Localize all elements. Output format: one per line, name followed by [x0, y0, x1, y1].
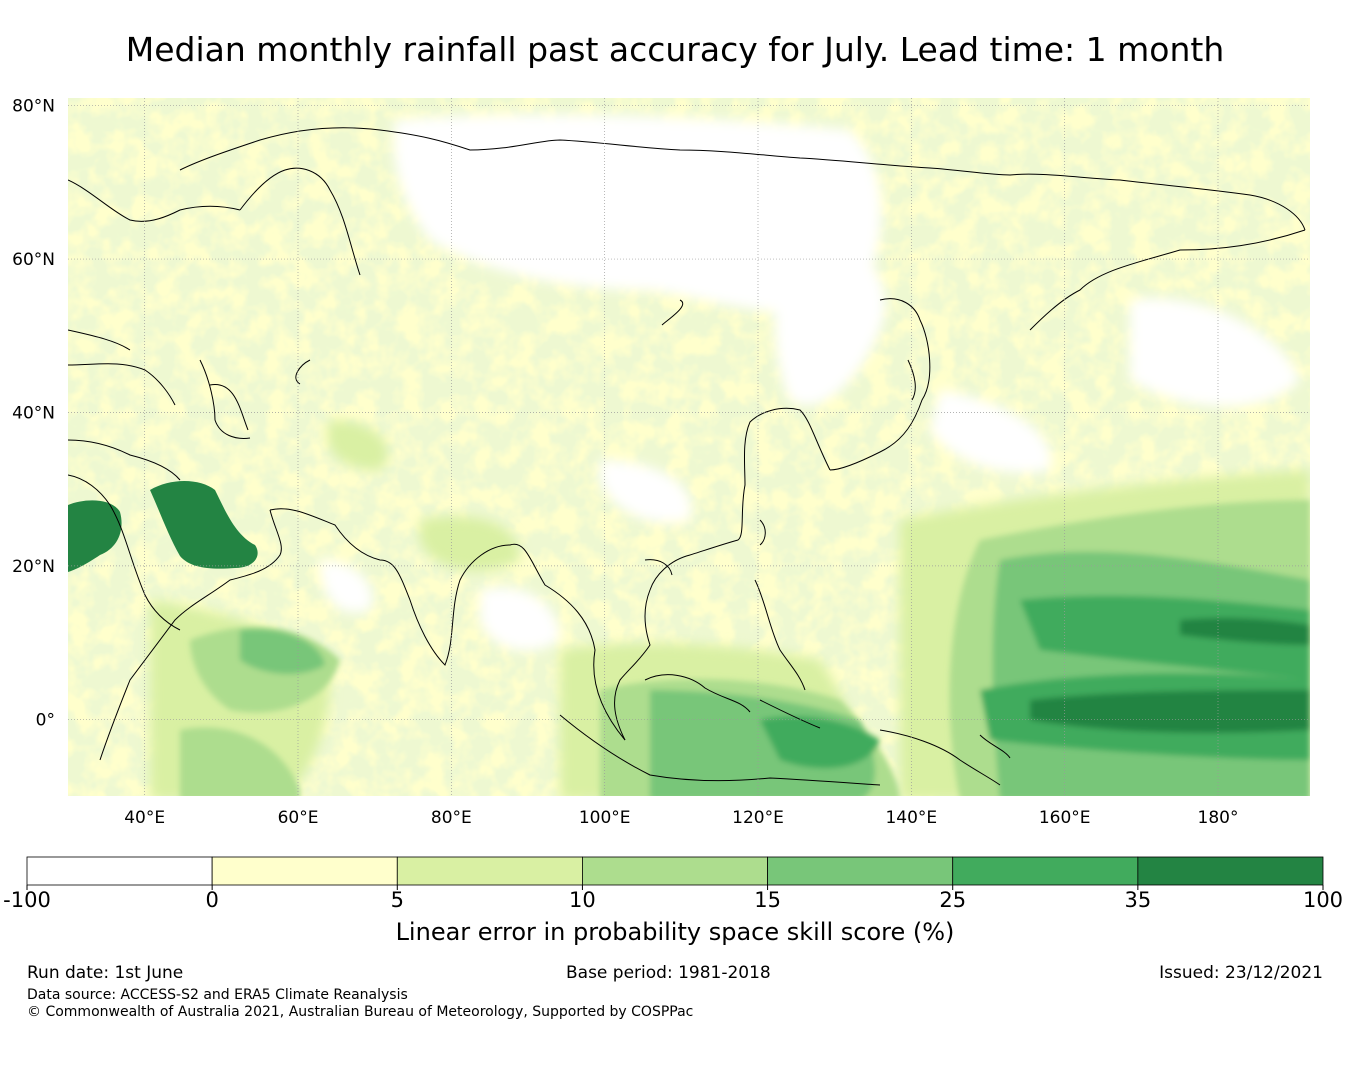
lat-tick-labels: 80°N 60°N 40°N 20°N 0° — [12, 97, 55, 731]
colorbar-segment — [211, 856, 398, 886]
coastlines — [68, 127, 1306, 786]
lon-tick-label: 40°E — [124, 808, 165, 828]
lon-tick-label: 120°E — [732, 808, 784, 828]
colorbar-tick-labels: -100 0 5 10 15 25 35 100 — [3, 885, 1343, 912]
lon-tick-label: 160°E — [1039, 808, 1091, 828]
colorbar-tick-label: 35 — [1124, 888, 1151, 912]
lon-tick-label: 100°E — [579, 808, 631, 828]
colorbar-tick-label: 0 — [205, 888, 218, 912]
colorbar-tick-label: 15 — [754, 888, 781, 912]
colorbar-segment — [767, 856, 954, 886]
lon-tick-label: 140°E — [885, 808, 937, 828]
issued-date: Issued: 23/12/2021 — [1159, 963, 1323, 983]
colorbar-tick-label: 5 — [391, 888, 404, 912]
lon-tick-label: 180° — [1198, 808, 1239, 828]
colorbar-tick-label: 10 — [569, 888, 596, 912]
colorbar-segment — [396, 856, 583, 886]
colorbar-tick-label: -100 — [3, 888, 51, 912]
colorbar-segment — [1137, 856, 1324, 886]
lat-tick-label: 60°N — [12, 250, 55, 270]
map-area — [68, 98, 1310, 796]
colorbar-segment — [582, 856, 768, 886]
high-skill-arabia — [68, 481, 258, 572]
lat-tick-label: 0° — [36, 710, 55, 730]
good-skill-regions — [180, 500, 1310, 796]
map-title: Median monthly rainfall past accuracy fo… — [125, 30, 1225, 69]
colorbar-label: Linear error in probability space skill … — [396, 918, 955, 946]
lat-tick-label: 80°N — [12, 97, 55, 117]
map-gridlines — [68, 98, 1310, 796]
colorbar-tick-label: 25 — [939, 888, 966, 912]
colorbar-segment — [26, 856, 213, 886]
lat-tick-label: 40°N — [12, 403, 55, 423]
low-skill-regions — [320, 114, 1300, 691]
base-period: Base period: 1981-2018 — [566, 963, 771, 983]
run-date: Run date: 1st June — [27, 963, 184, 983]
colorbar-segment — [952, 856, 1139, 886]
data-source: Data source: ACCESS-S2 and ERA5 Climate … — [27, 987, 408, 1003]
colorbar-tick-label: 100 — [1303, 888, 1343, 912]
lat-tick-label: 20°N — [12, 557, 55, 577]
lon-tick-label: 60°E — [278, 808, 319, 828]
copyright: © Commonwealth of Australia 2021, Austra… — [27, 1004, 694, 1020]
lon-tick-labels: 40°E 60°E 80°E 100°E 120°E 140°E 160°E 180° — [124, 808, 1238, 828]
colorbar — [26, 856, 1324, 886]
lon-tick-label: 80°E — [431, 808, 472, 828]
